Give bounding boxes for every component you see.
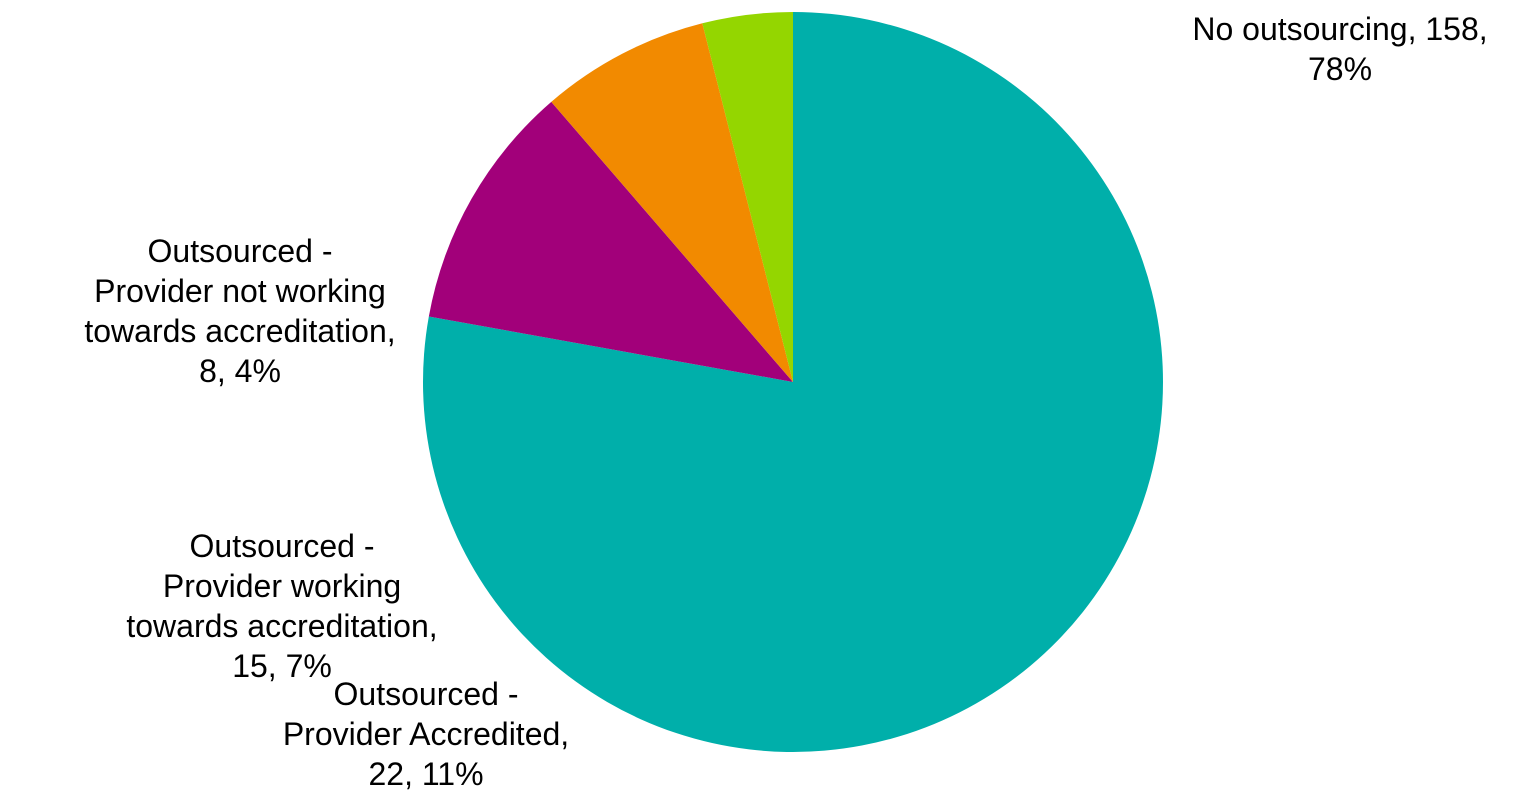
- pie-data-label-line: towards accreditation,: [84, 313, 395, 349]
- pie-data-label: No outsourcing, 158, 78%: [1192, 11, 1487, 87]
- pie-data-label-line: Outsourced -: [148, 233, 333, 269]
- pie-data-label-line: 8, 4%: [199, 353, 281, 389]
- pie-data-label-line: Provider not working: [94, 273, 386, 309]
- pie-data-label: Outsourced - Provider Accredited, 22, 11%: [283, 676, 569, 792]
- pie-data-label-line: towards accreditation,: [126, 608, 437, 644]
- pie-data-label-line: Provider Accredited,: [283, 716, 569, 752]
- pie-slice: [422, 12, 1163, 752]
- pie-data-labels: No outsourcing, 158, 78% Outsourced - Provi…: [84, 11, 1487, 792]
- pie-data-label-line: Provider working: [163, 568, 401, 604]
- pie-data-label-line: No outsourcing, 158,: [1192, 11, 1487, 47]
- pie-data-label-line: 22, 11%: [368, 756, 483, 792]
- pie-data-label: Outsourced - Provider working towards accr…: [126, 528, 437, 684]
- pie-data-label-line: 78%: [1308, 51, 1372, 87]
- pie-slice: [702, 12, 793, 382]
- pie-data-label-line: 15, 7%: [232, 648, 332, 684]
- pie-data-label-line: Outsourced -: [334, 676, 519, 712]
- pie-data-label: Outsourced - Provider not working towards …: [84, 233, 395, 389]
- pie-slices: [422, 12, 1163, 752]
- pie-slice: [551, 23, 793, 383]
- pie-slice: [428, 101, 793, 383]
- pie-data-label-line: Outsourced -: [190, 528, 375, 564]
